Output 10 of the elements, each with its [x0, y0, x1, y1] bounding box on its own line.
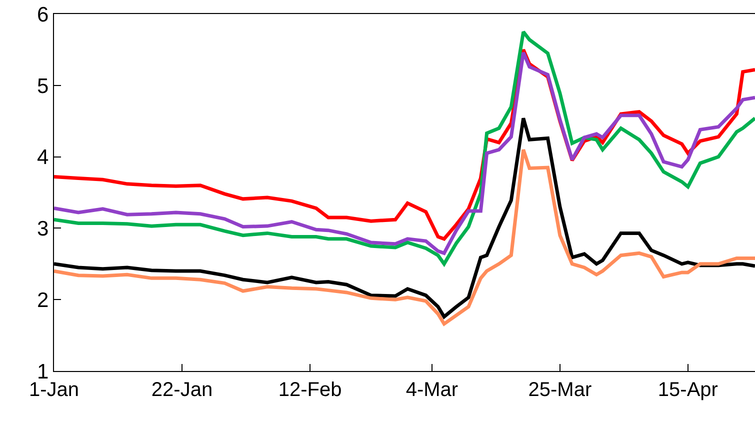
y-tick-label: 6 — [36, 3, 49, 26]
y-tick-label: 5 — [36, 74, 49, 98]
y-tick-label: 2 — [36, 288, 49, 312]
x-tick-label: 25-Mar — [528, 379, 592, 402]
y-tick-label: 3 — [36, 218, 49, 241]
x-tick-label: 22-Jan — [151, 379, 213, 402]
y-tick-label: 4 — [36, 146, 49, 170]
x-tick-label: 15-Apr — [658, 379, 718, 402]
x-tick-label: 12-Feb — [278, 379, 342, 402]
x-tick-label: 4-Mar — [406, 379, 458, 402]
